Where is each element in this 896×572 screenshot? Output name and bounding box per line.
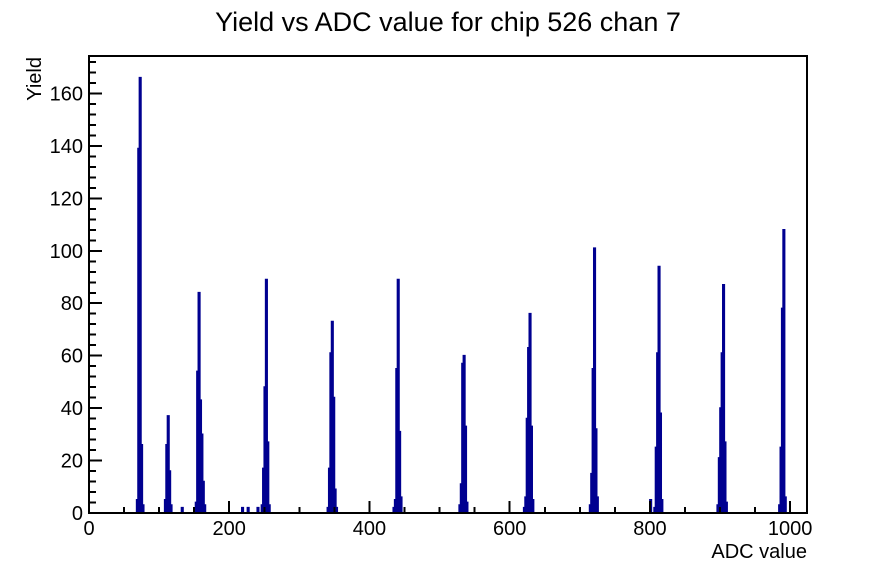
y-tick-label: 80 (61, 293, 83, 315)
x-tick-label: 0 (83, 518, 94, 540)
histogram-line (89, 76, 807, 514)
y-tick-label: 0 (72, 503, 83, 525)
y-tick-label: 100 (50, 241, 83, 263)
y-tick-label: 20 (61, 451, 83, 473)
y-tick-label: 60 (61, 346, 83, 368)
plot-frame (88, 55, 808, 514)
x-tick-label: 1000 (768, 518, 813, 540)
y-tick-label: 120 (50, 188, 83, 210)
x-tick-label: 800 (633, 518, 666, 540)
x-axis-title: ADC value (711, 541, 807, 563)
chart-title: Yield vs ADC value for chip 526 chan 7 (215, 7, 681, 37)
y-tick-label: 140 (50, 136, 83, 158)
x-tick-label: 600 (493, 518, 526, 540)
x-tick-label: 400 (353, 518, 386, 540)
y-tick-label: 160 (50, 83, 83, 105)
x-tick-label: 200 (213, 518, 246, 540)
y-tick-label: 40 (61, 398, 83, 420)
